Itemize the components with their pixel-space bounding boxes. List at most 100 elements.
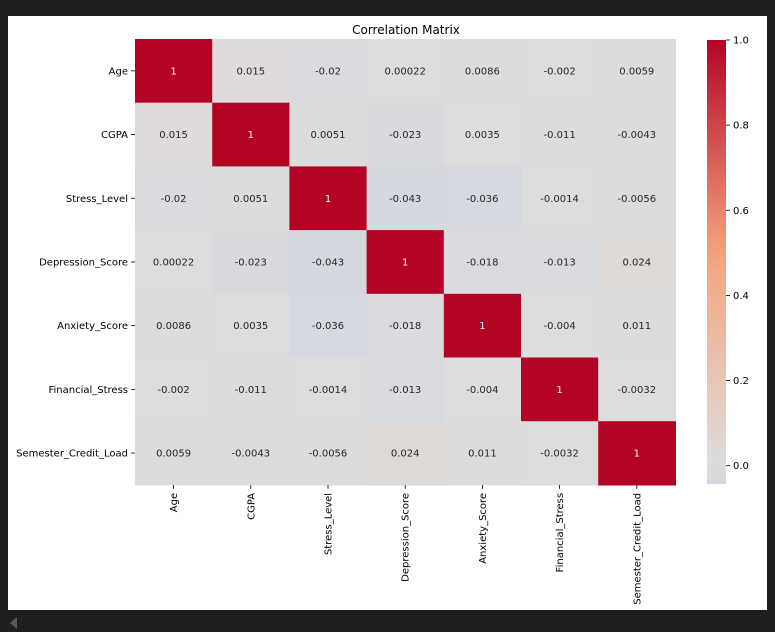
cell-annotation: 1 [634, 449, 640, 460]
colorbar: 0.0 0.2 0.4 0.6 0.8 1.0 [707, 36, 749, 484]
heatmap-cell [521, 39, 599, 104]
heatmap-cell [212, 293, 290, 359]
cell-annotation: 0.015 [236, 66, 265, 77]
heatmap-cell [366, 39, 445, 104]
heatmap-cell [366, 230, 445, 295]
heatmap-cell [598, 102, 676, 167]
heatmap-cell [521, 357, 599, 422]
cell-annotation: -0.023 [235, 257, 267, 268]
cell-annotation: 0.024 [622, 257, 651, 268]
cell-annotation: -0.011 [235, 385, 267, 396]
heatmap-cell [598, 39, 676, 104]
cell-annotation: -0.002 [157, 385, 189, 396]
cell-annotation: 0.011 [622, 321, 651, 332]
heatmap-cell [598, 230, 676, 295]
scroll-left-arrow-icon[interactable] [10, 617, 17, 629]
heatmap-cells [135, 39, 676, 486]
heatmap-cell [289, 102, 368, 167]
heatmap-cell [598, 421, 676, 486]
heatmap-cell [443, 39, 522, 104]
cell-annotation: -0.0032 [540, 449, 579, 460]
y-tick-label: Semester_Credit_Load [16, 449, 128, 460]
heatmap-cell [366, 293, 445, 359]
y-tick-label: Depression_Score [39, 257, 128, 268]
x-tick-label: Anxiety_Score [478, 493, 489, 564]
heatmap-cell [366, 102, 445, 167]
cell-annotation: 0.00022 [385, 66, 426, 77]
cell-annotation: -0.023 [389, 130, 421, 141]
y-axis: Age CGPA Stress_Level Depression_Score Anxie… [16, 66, 135, 460]
heatmap-cell [443, 293, 522, 359]
cell-annotation: -0.004 [466, 385, 498, 396]
colorbar-tick-label: 0.8 [733, 121, 749, 132]
cell-annotation: 1 [556, 385, 562, 396]
heatmap-cell [212, 102, 290, 167]
cell-annotation: -0.043 [312, 257, 344, 268]
heatmap-cell [521, 230, 599, 295]
cell-annotation: -0.0043 [617, 130, 656, 141]
cell-annotation: -0.018 [466, 257, 498, 268]
heatmap-cell [598, 166, 676, 231]
heatmap-cell [366, 357, 445, 422]
colorbar-tick-label: 0.6 [733, 206, 749, 217]
x-tick-label: Stress_Level [324, 493, 335, 555]
colorbar-tick-label: 0.0 [733, 461, 749, 472]
cell-annotation: -0.0014 [540, 194, 579, 205]
heatmap-cell [521, 102, 599, 167]
correlation-heatmap: Correlation Matrix 1 0.015 -0.02 0.00022 0.0… [16, 23, 749, 605]
cell-annotation: -0.02 [161, 194, 187, 205]
heatmap-cell [443, 230, 522, 295]
cell-annotation: -0.013 [389, 385, 421, 396]
cell-annotation: 0.0051 [233, 194, 268, 205]
heatmap-cell [443, 421, 522, 486]
cell-annotation: -0.0032 [617, 385, 656, 396]
cell-annotation: 0.0059 [619, 66, 654, 77]
cell-annotation: 0.011 [468, 449, 497, 460]
colorbar-tick-label: 0.4 [733, 291, 749, 302]
cell-annotation: -0.004 [543, 321, 575, 332]
heatmap-cell [135, 39, 213, 104]
heatmap-cell [289, 39, 368, 104]
cell-annotation: 1 [402, 257, 408, 268]
cell-annotation: -0.011 [543, 130, 575, 141]
heatmap-cell [289, 230, 368, 295]
x-tick-label: Semester_Credit_Load [632, 493, 643, 605]
heatmap-cell [135, 293, 213, 359]
cell-annotation: 0.0035 [465, 130, 500, 141]
cell-annotation: 0.024 [391, 449, 420, 460]
x-tick-label: CGPA [246, 493, 257, 520]
heatmap-cell [598, 293, 676, 359]
heatmap-cell [598, 357, 676, 422]
heatmap-cell [521, 421, 599, 486]
cell-annotation: 0.0059 [156, 449, 191, 460]
cell-annotation: 1 [325, 194, 331, 205]
cell-annotation: -0.0043 [231, 449, 270, 460]
heatmap-cell [289, 166, 368, 231]
heatmap-cell [135, 102, 213, 167]
colorbar-tick-label: 0.2 [733, 376, 749, 387]
heatmap-cell [135, 357, 213, 422]
cell-annotation: -0.043 [389, 194, 421, 205]
heatmap-cell [366, 421, 445, 486]
heatmap-cell [212, 166, 290, 231]
heatmap-cell [135, 166, 213, 231]
heatmap-cell [366, 166, 445, 231]
y-tick-label: CGPA [101, 130, 128, 141]
x-tick-label: Financial_Stress [555, 493, 566, 573]
heatmap-cell [289, 421, 368, 486]
heatmap-cell [521, 293, 599, 359]
y-tick-label: Age [109, 66, 128, 77]
colorbar-gradient [707, 40, 726, 484]
heatmap-cell [212, 39, 290, 104]
cell-annotation: -0.018 [389, 321, 421, 332]
cell-annotation: 0.0086 [156, 321, 191, 332]
cell-annotation: 0.0086 [465, 66, 500, 77]
heatmap-cell [212, 421, 290, 486]
heatmap-cell [443, 166, 522, 231]
heatmap-cell [212, 357, 290, 422]
heatmap-cell [443, 102, 522, 167]
cell-annotations: 1 0.015 -0.02 0.00022 0.0086 -0.002 0.0059 0.01… [153, 66, 656, 459]
cell-annotation: 0.00022 [153, 257, 194, 268]
cell-annotation: 0.015 [159, 130, 188, 141]
